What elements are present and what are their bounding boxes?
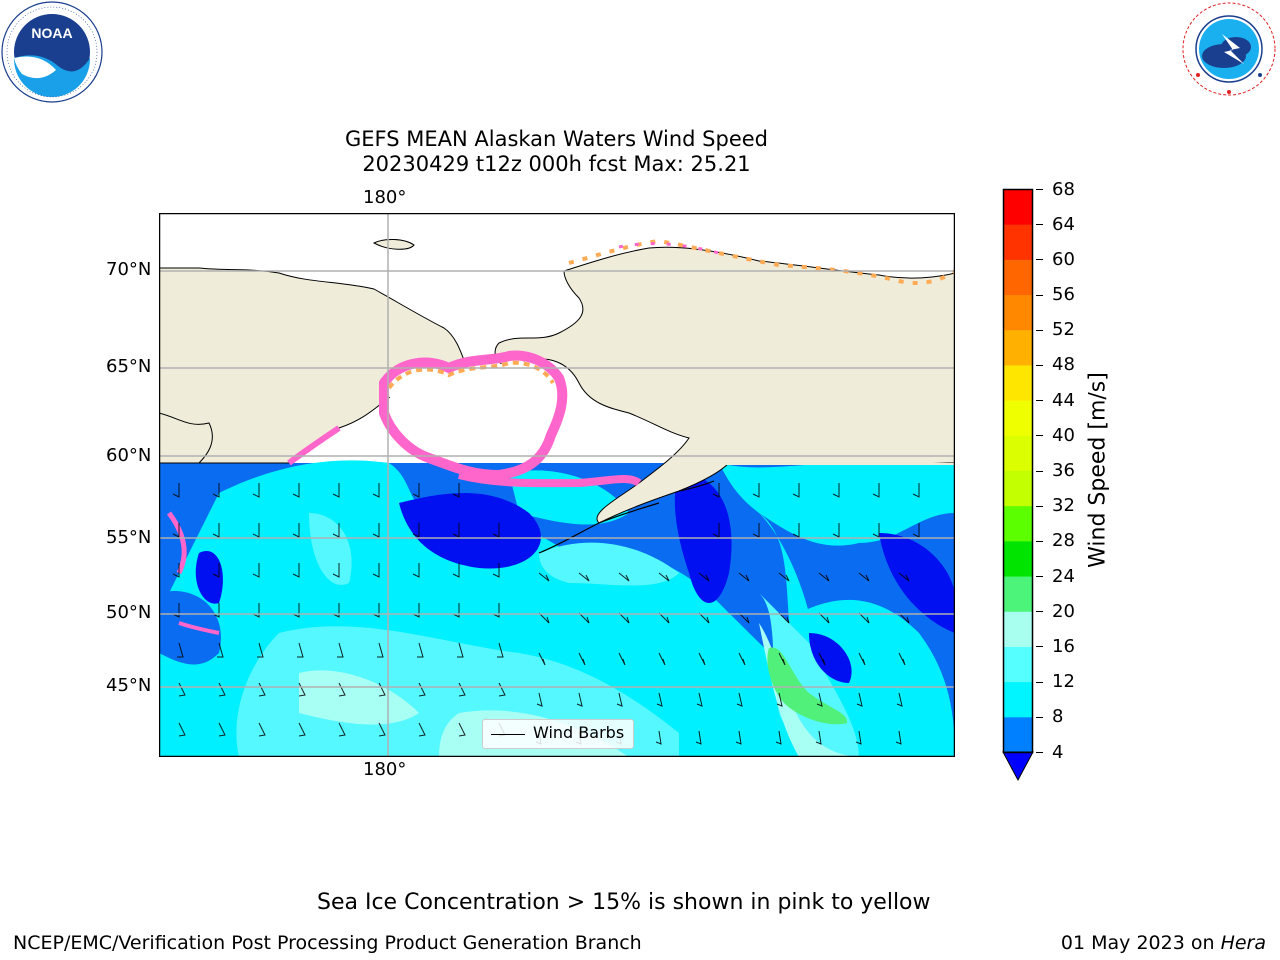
noaa-logo: NOAA (1, 1, 103, 103)
colorbar-tick-mark (1036, 435, 1043, 437)
colorbar-tick-mark (1036, 611, 1043, 613)
lat-label-50: 50°N (106, 602, 152, 623)
land-chukotka (159, 267, 470, 464)
colorbar-tick-label: 36 (1052, 460, 1075, 481)
sea-ice-edge (379, 350, 568, 481)
colorbar-tick-mark (1036, 294, 1043, 296)
colorbar-segment (1003, 365, 1033, 402)
map-frame (159, 213, 955, 757)
wind-speed-colorbar (1002, 188, 1034, 782)
lat-label-45: 45°N (106, 675, 152, 696)
lat-label-65: 65°N (106, 356, 152, 377)
lat-label-60: 60°N (106, 445, 152, 466)
open-water-pocket (388, 360, 556, 455)
wind-barbs-legend-label: Wind Barbs (533, 723, 625, 742)
colorbar-tick-mark (1036, 364, 1043, 366)
graticule (159, 213, 955, 757)
colorbar-tick-label: 52 (1052, 319, 1075, 341)
footer-date-text: 01 May 2023 on (1060, 932, 1215, 954)
wind-speed-map (159, 213, 955, 757)
colorbar-tick-mark (1036, 259, 1043, 261)
colorbar-tick-label: 20 (1052, 600, 1075, 622)
colorbar-tick-mark (1036, 470, 1043, 472)
colorbar-tick-mark (1036, 189, 1043, 190)
colorbar-segment (1003, 471, 1033, 507)
colorbar-segment (1003, 330, 1033, 366)
lon-label-top: 180° (363, 187, 407, 208)
colorbar-segment (1003, 506, 1033, 542)
colorbar-tick-label: 32 (1052, 495, 1075, 517)
colorbar-tick-label: 48 (1052, 354, 1075, 376)
colorbar-tick-label: 12 (1052, 671, 1075, 693)
colorbar-segment (1003, 224, 1033, 261)
colorbar-tick-label: 60 (1052, 248, 1075, 270)
colorbar-tick-mark (1036, 576, 1043, 578)
map-title-line2: 20230429 t12z 000h fcst Max: 25.21 (362, 152, 751, 176)
colorbar-tick-mark (1036, 716, 1043, 718)
colorbar-tick-mark (1036, 224, 1043, 226)
footer-branch: NCEP/EMC/Verification Post Processing Pr… (13, 932, 642, 954)
colorbar-tick-label: 8 (1052, 706, 1064, 728)
colorbar-tick-label: 24 (1052, 565, 1075, 587)
colorbar-segment (1003, 717, 1033, 753)
lon-label-bottom: 180° (363, 759, 407, 780)
colorbar-segment (1003, 259, 1033, 296)
colorbar-tick-mark (1036, 505, 1043, 507)
nws-logo (1182, 2, 1276, 96)
colorbar-tick-label: 68 (1052, 178, 1075, 200)
colorbar-tick-label: 40 (1052, 424, 1075, 446)
colorbar-segment (1003, 295, 1033, 331)
colorbar-segment (1003, 576, 1033, 613)
lat-label-70: 70°N (106, 259, 152, 280)
colorbar-tick-label: 44 (1052, 389, 1075, 411)
footer-host: Hera (1220, 932, 1266, 954)
wind-field-deep-blue (399, 493, 541, 569)
colorbar-tick-mark (1036, 400, 1043, 402)
colorbar-tick-label: 4 (1052, 741, 1064, 763)
colorbar-tick-label: 64 (1052, 213, 1075, 235)
colorbar-tick-mark (1036, 540, 1043, 542)
lat-label-55: 55°N (106, 527, 152, 548)
colorbar-segment (1003, 646, 1033, 683)
colorbar-tick-label: 16 (1052, 635, 1075, 657)
wind-field-green-max (767, 647, 848, 725)
colorbar-tick-mark (1036, 646, 1043, 648)
wind-barb-legend-symbol (491, 734, 525, 735)
colorbar-segment (1003, 541, 1033, 578)
colorbar-segment (1003, 611, 1033, 648)
colorbar-segment (1003, 189, 1033, 226)
colorbar-tick-label: 28 (1052, 530, 1075, 552)
wind-barbs-legend: Wind Barbs (482, 719, 634, 749)
colorbar-segment (1003, 682, 1033, 718)
colorbar-extend-arrow (1002, 751, 1034, 782)
colorbar-segment (1003, 435, 1033, 472)
colorbar-segment (1003, 400, 1033, 437)
footer-date: 01 May 2023 on Hera (1061, 932, 1266, 954)
noaa-logo-text: NOAA (31, 25, 72, 41)
map-title-line1: GEFS MEAN Alaskan Waters Wind Speed (344, 127, 769, 151)
sea-ice-note: Sea Ice Concentration > 15% is shown in … (317, 890, 931, 915)
colorbar-tick-mark (1036, 752, 1043, 753)
colorbar-tick-mark (1036, 329, 1043, 331)
colorbar-tick-mark (1036, 681, 1043, 683)
colorbar-tick-label: 56 (1052, 284, 1075, 306)
